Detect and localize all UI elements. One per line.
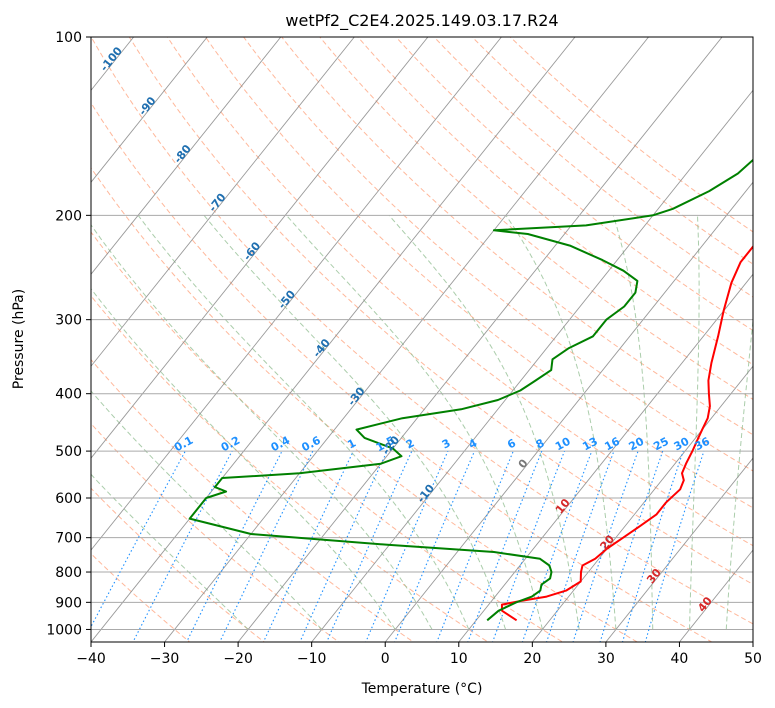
isotherm-line bbox=[164, 37, 649, 642]
y-tick-label: 200 bbox=[55, 208, 82, 224]
dry-adiabat bbox=[433, 37, 753, 298]
axis-layer: −40 −30 −20 −10 0 10 20 30 40 50 100 200 300 400 500 60… bbox=[46, 30, 762, 667]
y-tick-label: 700 bbox=[55, 531, 82, 547]
y-tick-label: 300 bbox=[55, 313, 82, 329]
isohume-label: 13 bbox=[580, 435, 600, 454]
dry-adiabat bbox=[509, 37, 753, 233]
x-tick-label: 40 bbox=[671, 651, 689, 667]
x-tick-label: −20 bbox=[223, 651, 253, 667]
x-tick-label: 50 bbox=[744, 651, 762, 667]
x-tick-label: 20 bbox=[523, 651, 541, 667]
isohume-line bbox=[621, 450, 684, 642]
isotherm-line bbox=[605, 457, 753, 642]
isohume-label: 16 bbox=[602, 435, 622, 454]
isotherm-line bbox=[91, 37, 502, 551]
isotherm-line bbox=[91, 37, 576, 642]
dry-adiabat bbox=[205, 37, 753, 509]
isohume-line bbox=[436, 450, 514, 642]
dewpoint-profile-line bbox=[188, 158, 753, 622]
isohume-line bbox=[365, 450, 449, 642]
x-tick-label: −40 bbox=[76, 651, 106, 667]
data-layer bbox=[188, 158, 753, 622]
isohume-line bbox=[492, 450, 566, 642]
chart-title: wetPf2_C2E4.2025.149.03.17.R24 bbox=[285, 11, 558, 31]
isotherm-line bbox=[311, 89, 753, 642]
x-tick-label: −30 bbox=[150, 651, 180, 667]
isohume-line bbox=[326, 450, 413, 642]
y-axis-title: Pressure (hPa) bbox=[11, 289, 27, 389]
isotherm-line bbox=[531, 365, 753, 642]
isotherm-line bbox=[91, 37, 282, 275]
plot-frame bbox=[90, 36, 754, 643]
x-axis-title: Temperature (°C) bbox=[361, 681, 483, 697]
dry-adiabat bbox=[91, 295, 489, 642]
dry-adiabat bbox=[91, 101, 713, 642]
y-tick-label: 500 bbox=[55, 444, 82, 460]
y-tick-label: 900 bbox=[55, 595, 82, 611]
dry-adiabat bbox=[91, 231, 564, 642]
isohume-label: 36 bbox=[692, 435, 712, 454]
isotherm-line bbox=[237, 37, 723, 642]
isotherm-line bbox=[458, 273, 753, 642]
temperature-profile-line bbox=[500, 244, 753, 622]
y-tick-label: 800 bbox=[55, 565, 82, 581]
isohume-line bbox=[394, 450, 476, 642]
x-tick-label: 10 bbox=[450, 651, 468, 667]
y-tick-label: 100 bbox=[55, 30, 82, 46]
grid-layer bbox=[91, 37, 753, 642]
y-tick-label: 600 bbox=[55, 491, 82, 507]
isohume-label: 30 bbox=[672, 435, 692, 454]
isohume-label: 10 bbox=[553, 435, 573, 454]
x-tick-label: 30 bbox=[597, 651, 615, 667]
isotherm-line bbox=[91, 37, 208, 183]
dry-adiabat bbox=[166, 37, 753, 547]
isohume-label: 25 bbox=[651, 435, 671, 454]
isohume-line bbox=[186, 450, 283, 642]
isotherm-line bbox=[91, 37, 429, 459]
isohume-label: 20 bbox=[627, 435, 647, 454]
x-tick-label: 0 bbox=[381, 651, 390, 667]
dry-adiabat bbox=[91, 37, 753, 625]
dry-adiabat bbox=[357, 37, 753, 366]
x-tick-label: −10 bbox=[297, 651, 327, 667]
isohume-line bbox=[219, 450, 314, 642]
dry-adiabat bbox=[281, 37, 753, 436]
y-tick-label: 400 bbox=[55, 387, 82, 403]
dry-adiabat bbox=[91, 487, 266, 642]
isotherm-line bbox=[91, 37, 355, 367]
isohume-line bbox=[262, 450, 354, 642]
isohume-line bbox=[644, 450, 705, 642]
isohume-line bbox=[299, 450, 388, 642]
y-tick-label: 1000 bbox=[46, 622, 82, 638]
isotherm-line bbox=[384, 181, 753, 642]
moist-adiabat bbox=[388, 214, 580, 630]
